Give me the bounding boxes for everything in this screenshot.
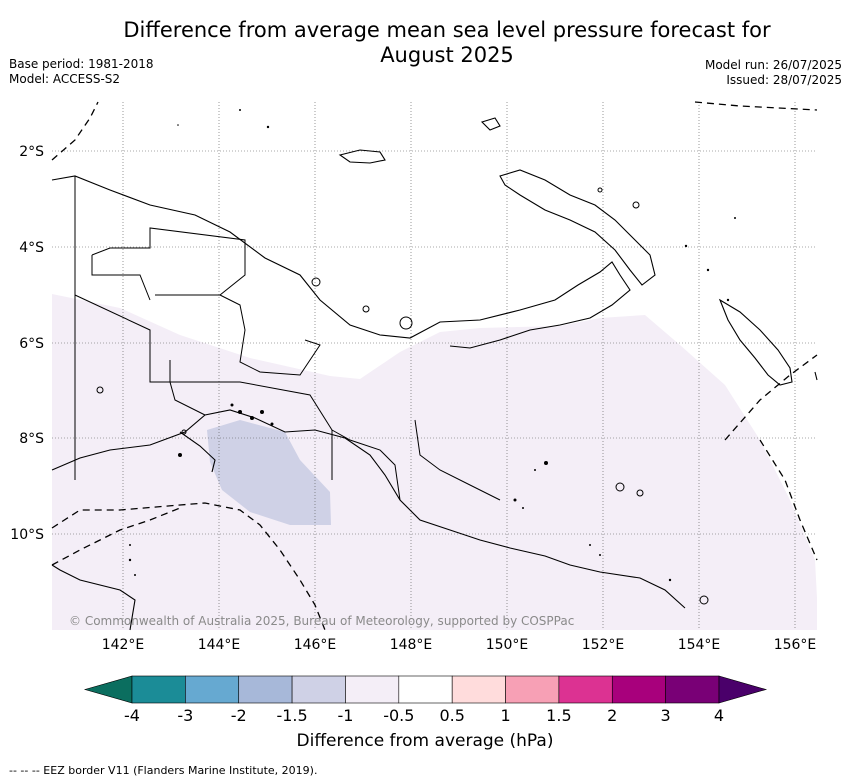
lon-label: 146°E (294, 637, 337, 653)
lon-label: 150°E (486, 637, 529, 653)
meta-left: Base period: 1981-2018 Model: ACCESS-S2 (9, 57, 154, 87)
anomaly-region-minus1-5 (207, 420, 331, 525)
colorbar-segment (345, 675, 400, 704)
lat-label: 6°S (19, 336, 44, 352)
new-ireland (718, 298, 793, 386)
lon-label: 144°E (198, 637, 241, 653)
torres-strait-coast (51, 564, 136, 631)
colorbar-tick-label: -2 (231, 706, 247, 725)
colorbar-segment (505, 675, 560, 704)
colorbar-segment (398, 675, 453, 704)
colorbar-segment (238, 675, 293, 704)
colorbar-tick-label: -3 (177, 706, 193, 725)
new-britain (499, 169, 656, 286)
colorbar-tick-label: 4 (714, 706, 724, 725)
colorbar-segment (451, 675, 506, 704)
eez-south-east (759, 439, 818, 561)
new-guinea-north-coast (51, 175, 631, 349)
province-border-6 (331, 429, 401, 501)
colorbar-extend-high (718, 675, 768, 704)
coastlines (51, 117, 818, 631)
colorbar-tick-label: -0.5 (383, 706, 414, 725)
borders (74, 176, 501, 501)
lon-label: 142°E (102, 637, 145, 653)
lon-labels: 142°E 144°E 146°E 148°E 150°E 152°E 154°… (102, 637, 817, 653)
meta-right: Model run: 26/07/2025 Issued: 28/07/2025 (705, 58, 842, 88)
bougainville-hint (814, 371, 818, 381)
colorbar-tick-label: -1.5 (276, 706, 307, 725)
lat-label: 8°S (19, 431, 44, 447)
colorbar-segment (131, 675, 186, 704)
province-border-7 (414, 419, 501, 501)
lat-label: 4°S (19, 240, 44, 256)
province-border-2 (91, 255, 151, 301)
gulf-shoreline (179, 431, 216, 473)
lon-label: 154°E (678, 637, 721, 653)
eez-north-west (51, 101, 99, 161)
lon-label: 156°E (774, 637, 817, 653)
colorbar-title: Difference from average (hPa) (296, 731, 554, 751)
copyright-credit: © Commonwealth of Australia 2025, Bureau… (69, 614, 575, 628)
model-name: Model: ACCESS-S2 (9, 72, 121, 86)
eez-south-west (51, 502, 326, 631)
model-run: Model run: 26/07/2025 (704, 58, 842, 72)
colorbar-segment (291, 675, 346, 704)
province-border-1 (91, 227, 246, 296)
new-guinea-south-coast (51, 409, 686, 609)
lat-labels: 2°S 4°S 6°S 8°S 10°S (10, 144, 44, 543)
colorbar-extend-low (83, 675, 133, 704)
colorbar-tick-label: -4 (124, 706, 140, 725)
base-period: Base period: 1981-2018 (9, 57, 154, 71)
eez-east (724, 354, 818, 441)
eez-south-west-2 (51, 507, 181, 566)
colorbar-tick-label: 1 (500, 706, 510, 725)
province-border-5 (219, 294, 321, 376)
eez-legend-note: -- -- -- EEZ border V11 (Flanders Marine… (9, 764, 318, 777)
province-border-4 (169, 360, 206, 416)
eez-north-east (694, 101, 818, 111)
colorbar-tick-label: 1.5 (546, 706, 571, 725)
chart-title: Difference from average mean sea level p… (123, 18, 771, 67)
manus-island (480, 117, 501, 131)
anomaly-region-minus1 (52, 294, 817, 630)
colorbar-tick-label: 0.5 (439, 706, 464, 725)
colorbar-tick-label: 2 (607, 706, 617, 725)
colorbar-tick-label: -1 (337, 706, 353, 725)
lat-label: 2°S (19, 144, 44, 160)
colorbar: -4 -3 -2 -1.5 -1 -0.5 0.5 1 1.5 2 3 4 (83, 675, 768, 725)
lon-label: 148°E (390, 637, 433, 653)
issued-date: Issued: 28/07/2025 (726, 73, 842, 87)
new-hanover (338, 149, 386, 164)
gridlines (52, 102, 817, 630)
eez-borders (51, 101, 818, 631)
small-islands (96, 109, 736, 605)
lon-label: 152°E (582, 637, 625, 653)
colorbar-segment (185, 675, 240, 704)
lat-label: 10°S (10, 527, 44, 543)
colorbar-tick-label: 3 (661, 706, 671, 725)
colorbar-segment (558, 675, 613, 704)
colorbar-segment (611, 675, 666, 704)
colorbar-segment (665, 675, 720, 704)
